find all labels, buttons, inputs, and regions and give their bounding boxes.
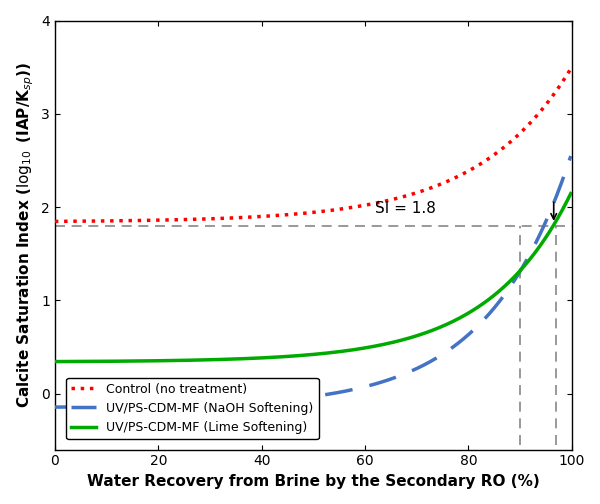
Y-axis label: Calcite Saturation Index ($\log_{10}$ (IAP/K$_{sp}$)): Calcite Saturation Index ($\log_{10}$ (I… [15, 62, 35, 408]
Text: SI = 1.8: SI = 1.8 [376, 201, 436, 216]
X-axis label: Water Recovery from Brine by the Secondary RO (%): Water Recovery from Brine by the Seconda… [87, 474, 540, 489]
Legend: Control (no treatment), UV/PS-CDM-MF (NaOH Softening), UV/PS-CDM-MF (Lime Soften: Control (no treatment), UV/PS-CDM-MF (Na… [67, 377, 319, 439]
